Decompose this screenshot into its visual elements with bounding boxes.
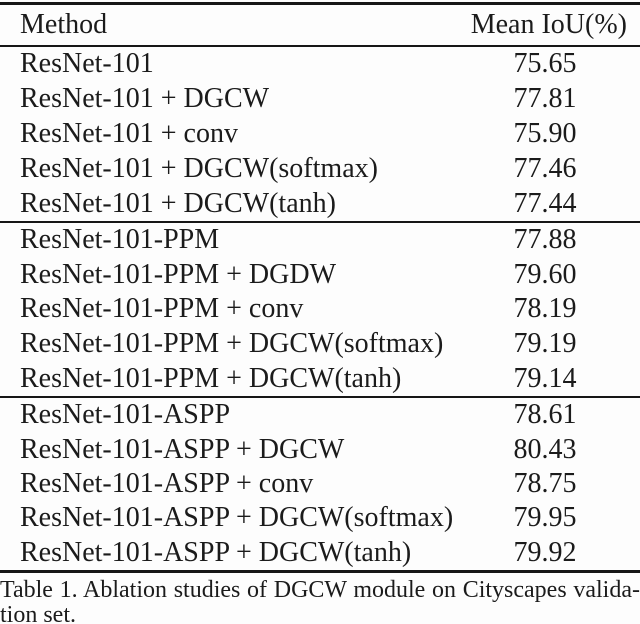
value-cell: 78.75 <box>513 467 577 499</box>
method-cell: ResNet-101-ASPP <box>20 399 231 431</box>
table-row: ResNet-101-PPM + DGCW(softmax) 79.19 <box>0 328 640 360</box>
table-row: ResNet-101 75.65 <box>0 48 640 80</box>
value-cell: 79.92 <box>513 536 577 568</box>
method-cell: ResNet-101-PPM + DGCW(tanh) <box>20 362 402 394</box>
table-row: ResNet-101 + DGCW 77.81 <box>0 83 640 115</box>
table-rule-below-header <box>0 45 640 47</box>
method-cell: ResNet-101-PPM <box>20 224 220 256</box>
value-cell: 75.90 <box>513 117 577 149</box>
method-cell: ResNet-101-PPM + DGDW <box>20 258 336 290</box>
table-rule-bottom <box>0 570 640 573</box>
table-row: ResNet-101-PPM + DGDW 79.60 <box>0 259 640 291</box>
method-cell: ResNet-101 + DGCW(tanh) <box>20 187 336 219</box>
table-section-resnet101: ResNet-101 75.65 ResNet-101 + DGCW 77.81… <box>0 47 640 221</box>
value-cell: 78.61 <box>513 399 577 431</box>
table-row: ResNet-101-ASPP + DGCW 80.43 <box>0 434 640 466</box>
method-cell: ResNet-101-ASPP + conv <box>20 467 314 499</box>
method-cell: ResNet-101-PPM + DGCW(softmax) <box>20 328 444 360</box>
header-mean-iou: Mean IoU(%) <box>470 9 627 40</box>
value-cell: 79.60 <box>513 258 577 290</box>
table-row: ResNet-101 + DGCW(softmax) 77.46 <box>0 153 640 185</box>
value-cell: 78.19 <box>513 293 577 325</box>
value-cell: 77.46 <box>513 152 577 184</box>
table-row: ResNet-101-ASPP + conv 78.75 <box>0 468 640 500</box>
table-row: ResNet-101-ASPP + DGCW(tanh) 79.92 <box>0 537 640 569</box>
value-cell: 77.88 <box>513 224 577 256</box>
table-row: ResNet-101-ASPP + DGCW(softmax) 79.95 <box>0 502 640 534</box>
header-method: Method <box>20 9 108 40</box>
value-cell: 79.14 <box>513 362 577 394</box>
method-cell: ResNet-101 <box>20 48 154 80</box>
table-header-row: Method Mean IoU(%) <box>0 5 640 45</box>
table-caption: Table 1. Ablation studies of DGCW module… <box>0 578 640 624</box>
table-section-resnet101-ppm: ResNet-101-PPM 77.88 ResNet-101-PPM + DG… <box>0 223 640 396</box>
caption-line: Table 1. Ablation studies of DGCW module… <box>0 578 640 603</box>
value-cell: 79.95 <box>513 502 577 534</box>
method-cell: ResNet-101-PPM + conv <box>20 293 304 325</box>
value-cell: 77.44 <box>513 187 577 219</box>
table-row: ResNet-101 + DGCW(tanh) 77.44 <box>0 188 640 220</box>
method-cell: ResNet-101-ASPP + DGCW <box>20 433 345 465</box>
table-rule-mid-1 <box>0 221 640 223</box>
method-cell: ResNet-101 + DGCW <box>20 83 270 115</box>
value-cell: 80.43 <box>513 433 577 465</box>
table-row: ResNet-101-PPM + DGCW(tanh) 79.14 <box>0 363 640 395</box>
table-rule-mid-2 <box>0 396 640 398</box>
table-row: ResNet-101-ASPP 78.61 <box>0 399 640 431</box>
method-cell: ResNet-101 + DGCW(softmax) <box>20 152 378 184</box>
value-cell: 75.65 <box>513 48 577 80</box>
value-cell: 77.81 <box>513 83 577 115</box>
table-row: ResNet-101-PPM 77.88 <box>0 224 640 256</box>
table-rule-top <box>0 2 640 5</box>
method-cell: ResNet-101-ASPP + DGCW(tanh) <box>20 536 412 568</box>
method-cell: ResNet-101-ASPP + DGCW(softmax) <box>20 502 454 534</box>
table-row: ResNet-101-PPM + conv 78.19 <box>0 293 640 325</box>
value-cell: 79.19 <box>513 328 577 360</box>
method-cell: ResNet-101 + conv <box>20 117 238 149</box>
caption-line: tion set. <box>0 602 76 624</box>
table-section-resnet101-aspp: ResNet-101-ASPP 78.61 ResNet-101-ASPP + … <box>0 398 640 570</box>
table-row: ResNet-101 + conv 75.90 <box>0 118 640 150</box>
